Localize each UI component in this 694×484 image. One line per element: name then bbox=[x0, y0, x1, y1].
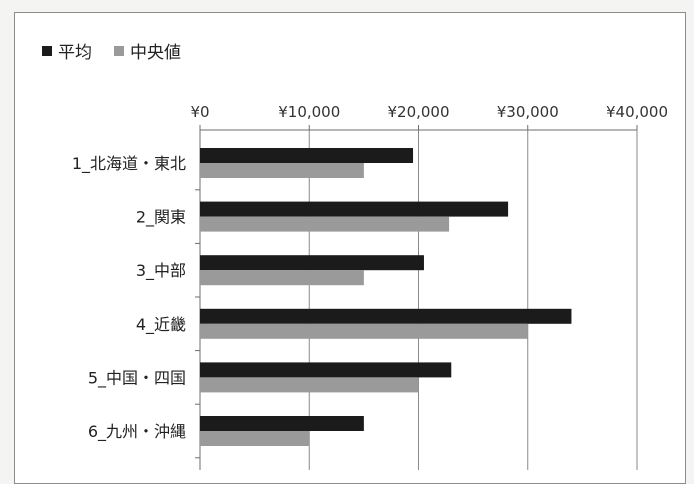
bar-average bbox=[200, 362, 452, 378]
category-label: 3_中部 bbox=[136, 261, 186, 281]
bar-average bbox=[200, 201, 509, 217]
bar-average bbox=[200, 416, 364, 431]
bar-median bbox=[200, 216, 450, 232]
bar-median bbox=[200, 163, 364, 178]
category-label: 5_中国・四国 bbox=[88, 368, 186, 388]
x-tick-label: ¥0 bbox=[190, 103, 209, 121]
x-tick-label: ¥40,000 bbox=[606, 103, 668, 121]
legend-swatch-average bbox=[42, 45, 52, 56]
legend-label-median: 中央値 bbox=[130, 43, 181, 63]
bar-median bbox=[200, 431, 310, 446]
x-tick-label: ¥20,000 bbox=[387, 103, 449, 121]
category-label: 1_北海道・東北 bbox=[72, 154, 186, 174]
category-label: 6_九州・沖縄 bbox=[88, 422, 186, 442]
legend-swatch-median bbox=[114, 45, 124, 56]
bar-average bbox=[200, 148, 414, 163]
bar-average bbox=[200, 308, 572, 324]
bar-median bbox=[200, 323, 528, 339]
bar-median bbox=[200, 270, 364, 286]
category-label: 4_近畿 bbox=[136, 315, 186, 335]
category-label: 2_関東 bbox=[136, 208, 186, 228]
chart-frame bbox=[14, 12, 686, 484]
bar-median bbox=[200, 377, 419, 393]
x-tick-label: ¥30,000 bbox=[497, 103, 559, 121]
legend-item-median: 中央値 bbox=[114, 38, 181, 63]
legend-item-average: 平均 bbox=[42, 38, 92, 63]
legend: 平均 中央値 bbox=[42, 38, 181, 63]
bar-average bbox=[200, 255, 424, 271]
legend-label-average: 平均 bbox=[58, 43, 92, 63]
x-tick-label: ¥10,000 bbox=[278, 103, 340, 121]
